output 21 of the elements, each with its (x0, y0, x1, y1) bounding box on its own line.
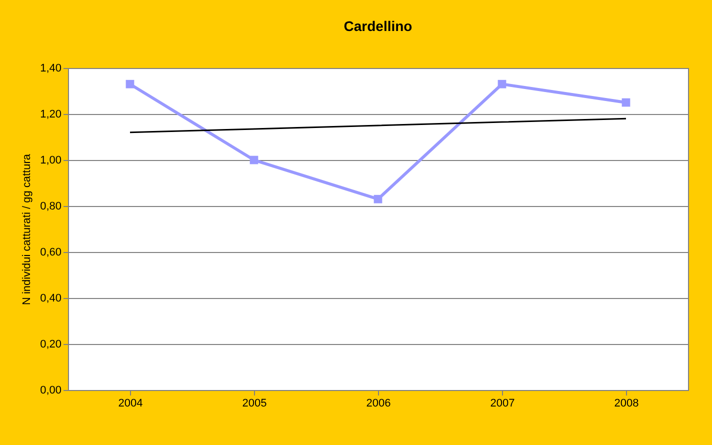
x-tick-label: 2007 (490, 398, 515, 410)
y-tick-label: 1,40 (40, 62, 62, 74)
y-tick-label: 0,20 (40, 338, 62, 350)
line-series (129, 118, 627, 134)
x-tick-label: 2005 (242, 398, 267, 410)
x-tick-label: 2004 (118, 398, 143, 410)
point (126, 80, 134, 88)
y-tick-label: 1,00 (40, 154, 62, 166)
y-tick-label: 0,60 (40, 246, 62, 258)
point (250, 156, 258, 164)
x-tick-label: 2006 (366, 398, 391, 410)
point (374, 194, 382, 204)
y-tick-label: 0,40 (40, 292, 62, 304)
y-tick-label: 0,00 (40, 384, 62, 396)
y-tick-label: 1,20 (40, 108, 62, 120)
chart-title: Cardellino (344, 18, 412, 34)
point (498, 80, 506, 88)
y-tick-label: 0,80 (40, 200, 62, 212)
y-axis-title: N individui catturati / gg cattura (21, 153, 34, 306)
x-tick-label: 2008 (614, 398, 639, 410)
point (622, 98, 630, 107)
